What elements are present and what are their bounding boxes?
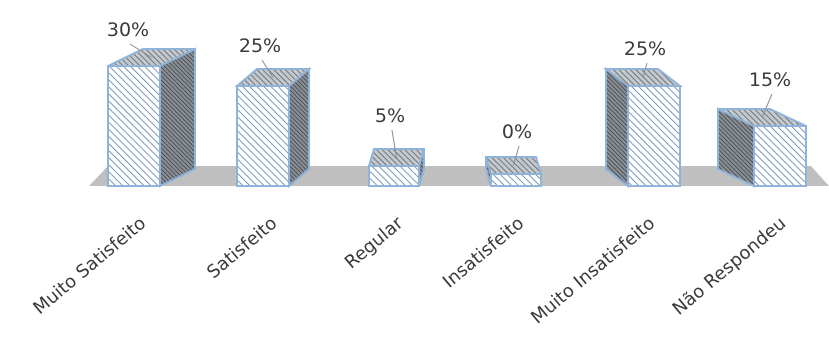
data-label: 15% xyxy=(749,69,791,91)
category-label: Regular xyxy=(341,212,408,273)
leader-line xyxy=(761,93,773,118)
bar-4 xyxy=(484,145,543,187)
bar-front-face xyxy=(627,85,681,187)
bar-side-face xyxy=(288,66,310,189)
leader-line xyxy=(642,62,648,78)
leader-line xyxy=(391,129,397,158)
category-label: Muito Satisfeito xyxy=(29,213,150,319)
bar-1 xyxy=(107,43,196,188)
data-label: 25% xyxy=(239,35,281,57)
bar-front-face xyxy=(107,65,161,187)
data-label: 30% xyxy=(107,19,149,41)
bar-2 xyxy=(234,59,312,189)
leader-line xyxy=(129,43,152,58)
category-labels-group: Muito Satisfeito Satisfeito Regular Insatis… xyxy=(29,212,790,328)
bars-group xyxy=(107,43,807,189)
bar-3 xyxy=(367,129,426,187)
bar-side-face xyxy=(605,66,629,189)
data-label: 0% xyxy=(502,121,532,143)
data-label: 25% xyxy=(624,38,666,60)
category-label: Muito Insatisfeito xyxy=(527,213,659,329)
bar-6 xyxy=(717,93,807,188)
bar-side-face xyxy=(159,47,196,188)
bar-5 xyxy=(603,62,683,189)
category-label: Satisfeito xyxy=(203,213,281,283)
bar-front-face xyxy=(753,125,807,187)
category-label: Insatisfeito xyxy=(439,213,528,293)
data-labels-group: 30% 25% 5% 0% 25% 15% xyxy=(107,19,791,143)
category-label: Não Respondeu xyxy=(669,213,791,320)
bar-front-face xyxy=(368,165,420,187)
bar-front-face xyxy=(236,85,290,187)
bar-front-face xyxy=(490,173,542,187)
data-label: 5% xyxy=(375,105,405,127)
leader-line xyxy=(513,145,520,166)
leader-line xyxy=(261,59,274,78)
